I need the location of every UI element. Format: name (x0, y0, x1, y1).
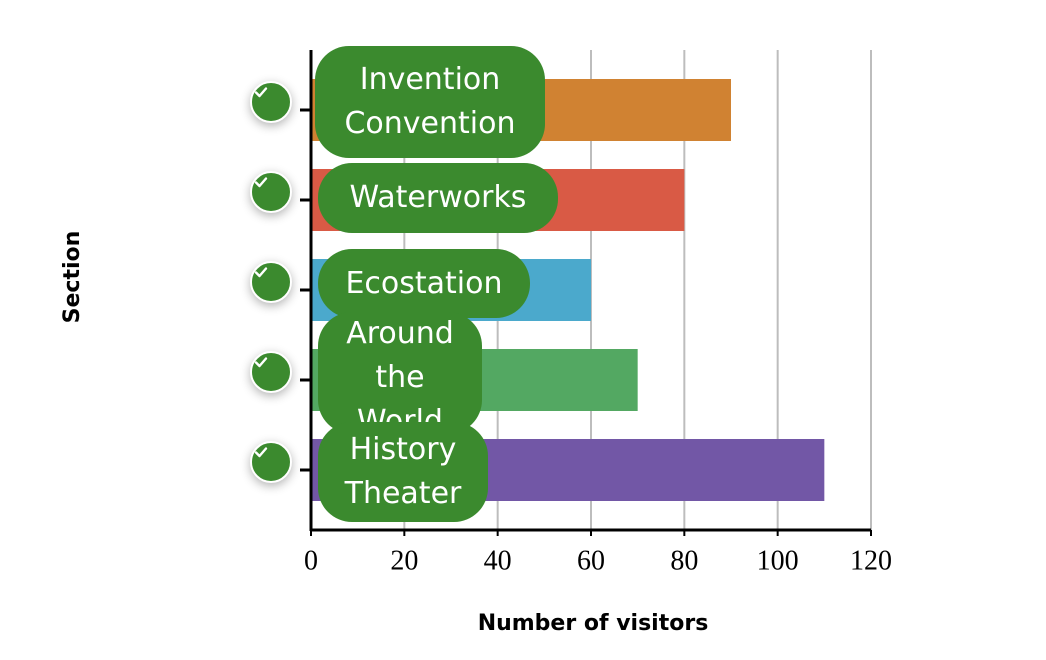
x-tick-label: 100 (757, 545, 799, 576)
category-label: Invention Convention (315, 46, 545, 158)
category-label: Around the World (318, 312, 482, 434)
category-label: Waterworks (318, 163, 558, 233)
check-toggle[interactable] (250, 441, 292, 483)
check-icon (254, 87, 268, 98)
x-tick-label: 60 (577, 545, 605, 576)
x-tick-label: 40 (484, 545, 512, 576)
x-tick-label: 0 (304, 545, 318, 576)
check-icon (254, 447, 268, 458)
category-label: History Theater (318, 422, 488, 522)
x-tick-label: 120 (850, 545, 892, 576)
x-tick-label: 80 (670, 545, 698, 576)
x-axis-title: Number of visitors (478, 611, 709, 636)
category-label: Ecostation (318, 249, 530, 318)
check-toggle[interactable] (250, 81, 292, 123)
check-toggle[interactable] (250, 261, 292, 303)
x-tick-label: 20 (390, 545, 418, 576)
check-icon (254, 177, 268, 188)
y-axis-title: Section (60, 231, 85, 324)
check-toggle[interactable] (250, 351, 292, 393)
check-toggle[interactable] (250, 171, 292, 213)
check-icon (254, 267, 268, 278)
check-icon (254, 357, 268, 368)
